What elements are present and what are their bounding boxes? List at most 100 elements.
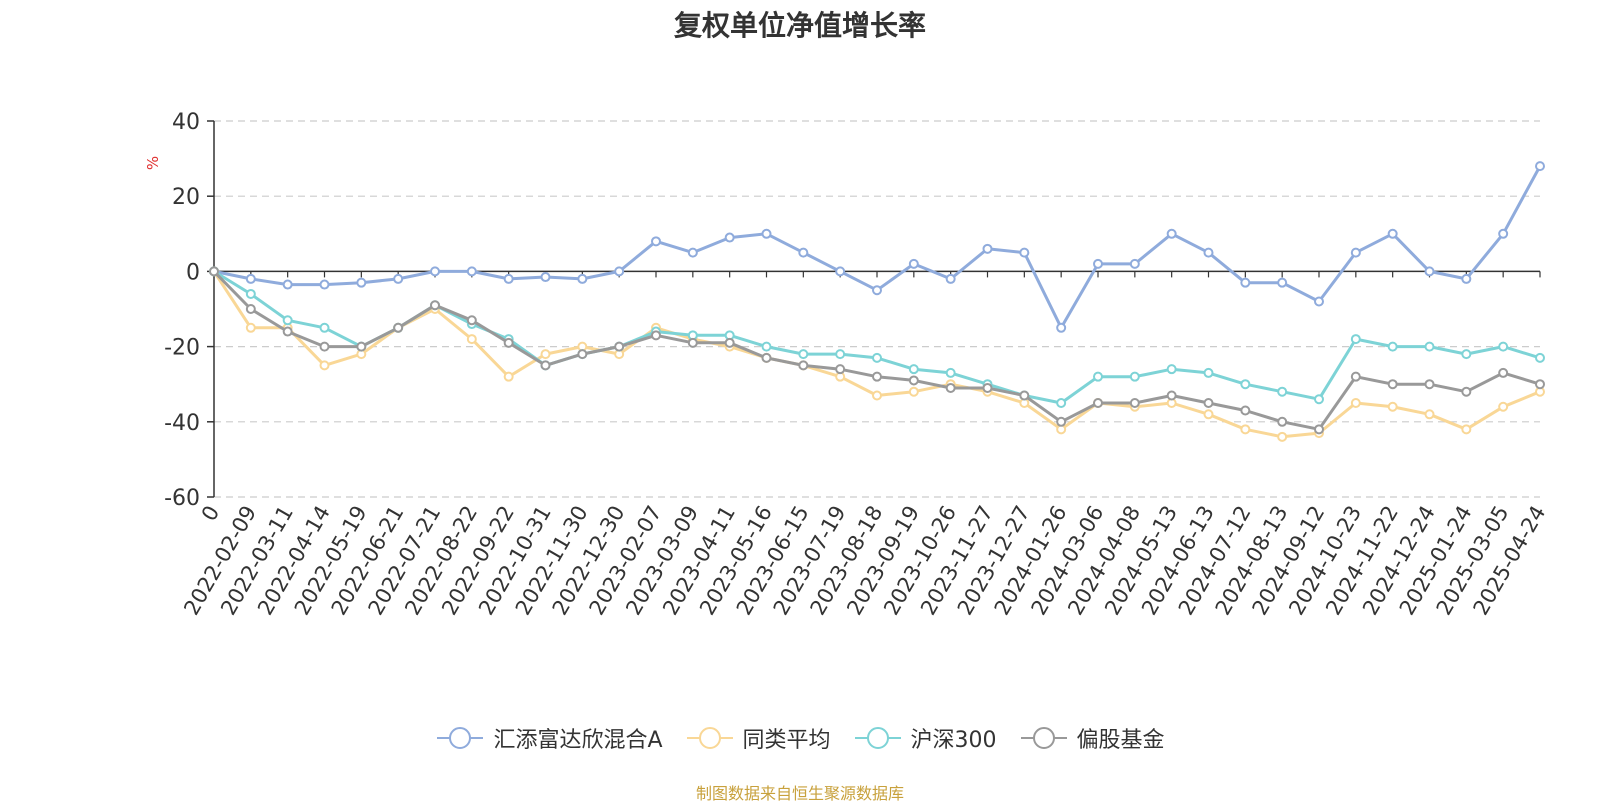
data-point [872,390,882,401]
y-tick-label: 0 [186,260,200,285]
data-point [1166,390,1177,401]
data-point [356,341,367,352]
legend-item[interactable]: 汇添富达欣混合A [435,722,663,754]
data-point [1424,409,1435,420]
data-point [319,360,330,371]
data-point [1498,341,1509,352]
data-point [466,266,477,277]
data-point [1350,398,1361,408]
data-point [1535,161,1545,172]
line-chart: 40200-20-40-60%02022-02-092022-03-112022… [144,110,1550,619]
data-point [835,364,846,375]
legend-item[interactable]: 沪深300 [853,722,997,754]
data-point [687,247,698,258]
y-tick-label: -40 [164,411,200,436]
data-point [1498,367,1509,378]
legend-label: 同类平均 [742,728,831,753]
data-point [1314,394,1324,405]
data-point [577,349,588,360]
data-point [908,375,919,386]
data-point [540,272,551,283]
data-point [1093,258,1103,269]
data-point [1203,398,1214,408]
data-point [1314,424,1324,435]
data-point [282,315,293,326]
data-point [245,273,256,284]
data-point [209,266,219,277]
data-point [1461,349,1472,360]
data-point [1424,266,1435,277]
data-point [945,273,956,284]
data-point [1277,277,1288,288]
data-point [1129,258,1140,269]
data-point [761,341,772,352]
data-point [614,341,625,352]
data-point [1387,379,1398,390]
data-point [798,360,809,371]
legend-label: 沪深300 [910,728,997,753]
data-point [798,247,809,258]
data-point [908,364,919,375]
data-point [872,285,882,296]
data-point [356,277,367,288]
data-point [1314,296,1324,307]
data-point [430,266,440,277]
data-point [1129,398,1140,408]
data-point [540,360,551,371]
data-point [1387,228,1398,239]
legend-label: 汇添富达欣混合A [493,728,663,753]
data-point [503,273,514,284]
data-point [1166,364,1177,375]
data-point [1350,334,1361,345]
data-point [393,322,404,333]
legend-line-circle-icon [854,727,901,749]
data-point [1277,386,1288,397]
data-point [466,315,477,326]
data-point [872,352,882,363]
data-point [1350,371,1361,382]
data-point [1240,277,1251,288]
data-point [982,382,993,393]
data-point [1350,247,1361,258]
data-point [1387,341,1398,352]
data-point [430,300,440,311]
data-point [245,304,256,314]
data-point [614,266,625,277]
data-point [687,337,698,348]
data-point [1461,273,1472,284]
data-point [1093,371,1103,382]
data-point [282,279,293,290]
data-point [1056,398,1067,408]
data-point [724,232,735,243]
data-point [393,273,404,284]
data-point [319,279,330,290]
data-point [540,349,551,360]
data-point [945,367,956,378]
legend-item[interactable]: 同类平均 [685,722,831,754]
data-point [835,349,846,360]
data-point [1498,401,1509,412]
data-point [1277,431,1288,442]
data-point [982,243,993,254]
source-caption: 制图数据来自恒生聚源数据库 [695,784,904,803]
data-point [503,337,514,348]
legend-line-circle-icon [437,727,484,749]
y-tick-label: 40 [172,110,200,135]
data-point [1166,228,1177,239]
data-point [503,371,514,382]
data-point [1240,405,1251,416]
legend-item[interactable]: 偏股基金 [1019,722,1165,754]
data-point [1019,390,1030,401]
y-tick-label: -20 [164,336,200,361]
data-point [1535,352,1545,363]
data-point [1461,424,1472,435]
series-line-0 [213,165,1542,330]
data-point [1240,424,1251,435]
data-point [577,273,588,284]
data-point [245,322,256,333]
data-point [1535,379,1545,390]
data-point [724,337,735,348]
data-point [1240,379,1251,390]
data-point [1424,341,1435,352]
data-point [1203,409,1214,420]
